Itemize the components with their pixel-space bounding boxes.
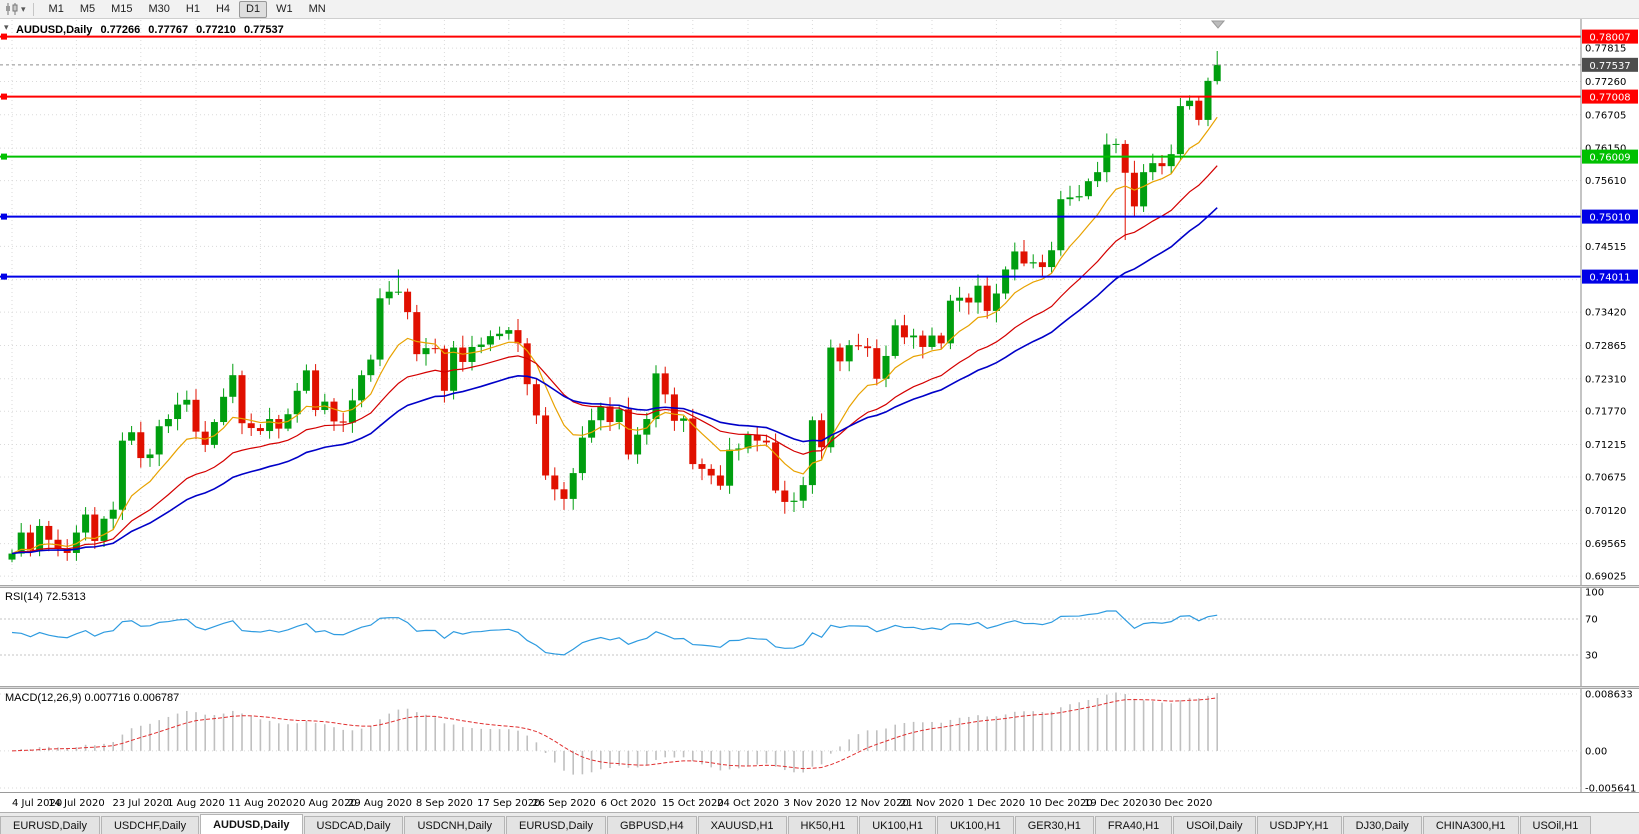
chart-tab-eurusd-daily-0[interactable]: EURUSD,Daily [0,816,100,834]
chart-tab-usdcnh-daily-4[interactable]: USDCNH,Daily [404,816,506,834]
timeframe-button-w1[interactable]: W1 [276,2,293,15]
date-axis [0,792,1639,812]
chart-tab-dj30-daily-15[interactable]: DJ30,Daily [1342,816,1422,834]
timeframe-button-m5[interactable]: M5 [79,2,96,15]
chart-title: AUDUSD,Daily 0.77266 0.77767 0.77210 0.7… [16,24,289,36]
macd-indicator-label: MACD(12,26,9) 0.007716 0.006787 [5,692,180,704]
timeframe-button-m30[interactable]: M30 [148,2,170,15]
chart-tab-fra40-h1-12[interactable]: FRA40,H1 [1094,816,1173,834]
macd-panel[interactable] [0,689,1639,792]
chart-tab-uk100-h1-9[interactable]: UK100,H1 [859,816,936,834]
timeframe-button-mn[interactable]: MN [308,2,326,15]
ohlc-open: 0.77266 [100,24,141,36]
chart-tab-usdcad-daily-3[interactable]: USDCAD,Daily [303,816,404,834]
chart-tab-china300-h1-16[interactable]: CHINA300,H1 [1422,816,1519,834]
chart-tab-usoil-h1-17[interactable]: USOil,H1 [1519,816,1592,834]
chart-tab-usdjpy-h1-14[interactable]: USDJPY,H1 [1256,816,1342,834]
chart-tab-usoil-daily-13[interactable]: USOil,Daily [1173,816,1256,834]
toolbar-caret-icon[interactable]: ▾ [21,3,26,14]
main-chart-panel[interactable] [0,19,1639,585]
chart-tab-uk100-h1-10[interactable]: UK100,H1 [936,816,1014,834]
chart-menu-caret-icon[interactable]: ▾ [4,22,9,32]
chart-tab-hk50-h1-8[interactable]: HK50,H1 [787,816,859,834]
rsi-panel[interactable] [0,588,1639,686]
ohlc-close: 0.77537 [243,24,284,36]
toolbar: ▾ M1 M5 M15 M30 H1 H4 D1 W1 MN [0,0,1639,19]
chart-tab-eurusd-daily-5[interactable]: EURUSD,Daily [506,816,606,834]
chart-symbol: AUDUSD,Daily [16,24,93,36]
timeframe-button-h1[interactable]: H1 [185,2,200,15]
chart-tab-bar: EURUSD,Daily USDCHF,Daily AUDUSD,Daily USDC… [0,812,1639,834]
timeframe-buttons: M1 M5 M15 M30 H1 H4 D1 W1 MN [41,0,334,18]
panel-splitter[interactable] [0,686,1639,689]
rsi-indicator-label: RSI(14) 72.5313 [5,591,86,603]
timeframe-button-m15[interactable]: M15 [111,2,133,15]
chart-tab-xauusd-h1-7[interactable]: XAUUSD,H1 [697,816,787,834]
panel-splitter[interactable] [0,585,1639,588]
chart-tab-audusd-daily-2[interactable]: AUDUSD,Daily [200,814,303,834]
candlestick-chart-icon[interactable] [5,2,19,16]
chart-tab-ger30-h1-11[interactable]: GER30,H1 [1014,816,1094,834]
timeframe-button-h4[interactable]: H4 [215,2,231,15]
chart-tab-usdchf-daily-1[interactable]: USDCHF,Daily [100,816,200,834]
chart-tab-gbpusd-h4-6[interactable]: GBPUSD,H4 [607,816,697,834]
timeframe-button-m1[interactable]: M1 [48,2,64,15]
toolbar-separator [32,2,34,16]
timeframe-button-d1[interactable]: D1 [239,0,268,18]
ohlc-low: 0.77210 [196,24,236,36]
ohlc-high: 0.77767 [148,24,189,36]
